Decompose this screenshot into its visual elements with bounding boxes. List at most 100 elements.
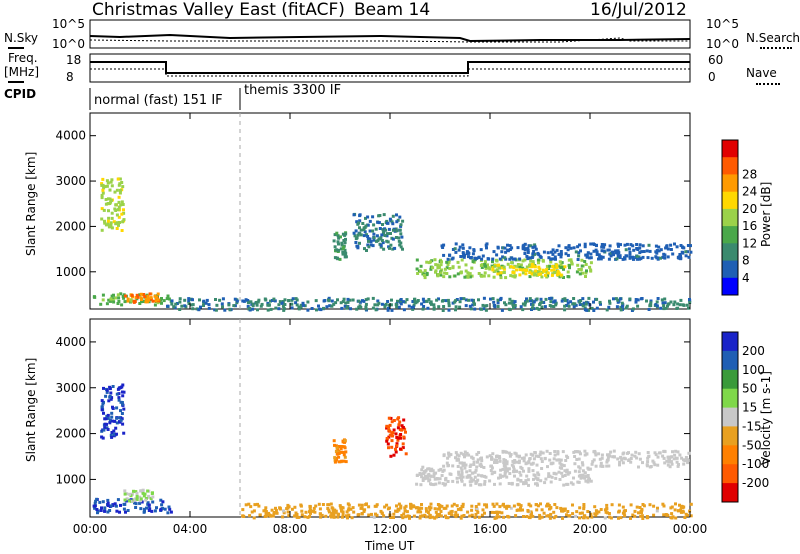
velocity-cell — [484, 475, 488, 479]
velocity-cell — [375, 503, 379, 507]
power-cell — [357, 305, 361, 309]
power-cell — [540, 300, 544, 304]
velocity-cell — [429, 482, 432, 486]
power-cell — [294, 297, 298, 301]
velocity-cell — [103, 422, 107, 426]
power-cell — [101, 293, 105, 297]
nave-bottom-tick: 0 — [708, 70, 716, 84]
power-cell — [537, 307, 541, 311]
velocity-cell — [331, 509, 335, 513]
velocity-xtick-label: 00:00 — [673, 522, 708, 536]
power-cell — [532, 249, 536, 253]
velocity-cell — [356, 513, 360, 517]
velocity-cell — [466, 510, 470, 514]
power-cell — [107, 209, 110, 213]
power-cell — [178, 308, 182, 311]
power-cell — [577, 254, 581, 258]
power-cell — [502, 265, 506, 269]
power-cell — [364, 305, 368, 309]
power-cell — [526, 246, 530, 250]
velocity-cell — [299, 503, 303, 507]
velocity-cell — [117, 396, 121, 400]
velocity-cell — [161, 500, 165, 504]
power-cell — [607, 257, 611, 261]
power-cell — [451, 301, 455, 305]
power-cell — [100, 207, 104, 211]
velocity-cell — [561, 474, 565, 478]
power-cell — [126, 299, 130, 303]
power-cell — [214, 308, 218, 312]
velocity-cell — [468, 469, 472, 473]
velocity-cell — [514, 514, 518, 518]
velocity-cell — [330, 512, 334, 516]
power-cell — [385, 234, 389, 238]
power-cell — [531, 252, 535, 256]
velocity-cell — [457, 472, 461, 476]
power-cell — [666, 247, 670, 251]
power-cell — [183, 298, 187, 302]
velocity-cell — [476, 458, 480, 462]
velocity-cell — [646, 451, 650, 454]
velocity-cell — [623, 457, 627, 461]
velocity-cell — [250, 510, 254, 514]
power-cell — [586, 251, 590, 255]
power-cell — [526, 248, 530, 252]
velocity-cell — [656, 455, 660, 459]
velocity-cell — [536, 504, 540, 508]
power-cell — [500, 250, 504, 254]
velocity-cell — [583, 449, 587, 453]
power-cell — [117, 300, 121, 303]
velocity-colorbar-tick-label: 50 — [742, 382, 757, 396]
power-cell — [394, 227, 398, 231]
power-cell — [458, 245, 462, 249]
velocity-cell — [433, 516, 437, 520]
power-cell — [277, 307, 281, 311]
velocity-cell — [576, 450, 580, 454]
power-cell — [99, 302, 103, 306]
velocity-cell — [351, 506, 355, 510]
velocity-cell — [241, 514, 245, 518]
velocity-cell — [148, 507, 152, 511]
velocity-cell — [573, 450, 577, 454]
power-colorbar-frame — [721, 139, 739, 296]
velocity-cell — [529, 452, 533, 456]
power-cell — [578, 272, 582, 276]
power-colorbar-tick-label: 12 — [742, 236, 757, 250]
power-cell — [299, 305, 303, 309]
velocity-cell — [541, 451, 545, 455]
velocity-cell — [391, 434, 394, 438]
power-cell — [421, 307, 425, 311]
velocity-cell — [505, 504, 509, 508]
velocity-cell — [540, 508, 544, 512]
power-cell — [121, 185, 125, 189]
power-cell — [391, 228, 395, 232]
velocity-cell — [95, 508, 99, 511]
velocity-cell — [535, 463, 539, 467]
power-cell — [180, 304, 184, 308]
power-cell — [441, 309, 445, 312]
velocity-cell — [559, 462, 563, 466]
velocity-cell — [543, 457, 547, 461]
power-cell — [142, 293, 146, 296]
velocity-cell — [270, 508, 274, 512]
power-cell — [586, 301, 590, 305]
velocity-xtick-label: 08:00 — [273, 522, 308, 536]
velocity-cell — [102, 400, 105, 404]
velocity-cell — [532, 477, 535, 481]
power-cell — [358, 219, 362, 223]
power-cell — [303, 304, 307, 308]
power-cell — [432, 307, 436, 311]
velocity-cell — [431, 469, 435, 473]
power-cell — [533, 245, 537, 249]
power-cell — [199, 305, 202, 309]
velocity-cell — [444, 516, 448, 520]
velocity-cell — [111, 503, 115, 507]
power-cell — [339, 235, 342, 239]
power-cell — [340, 243, 344, 247]
velocity-cell — [293, 514, 297, 518]
power-cell — [594, 244, 598, 248]
power-cell — [610, 250, 614, 254]
velocity-cell — [663, 461, 667, 465]
power-cell — [372, 223, 376, 227]
